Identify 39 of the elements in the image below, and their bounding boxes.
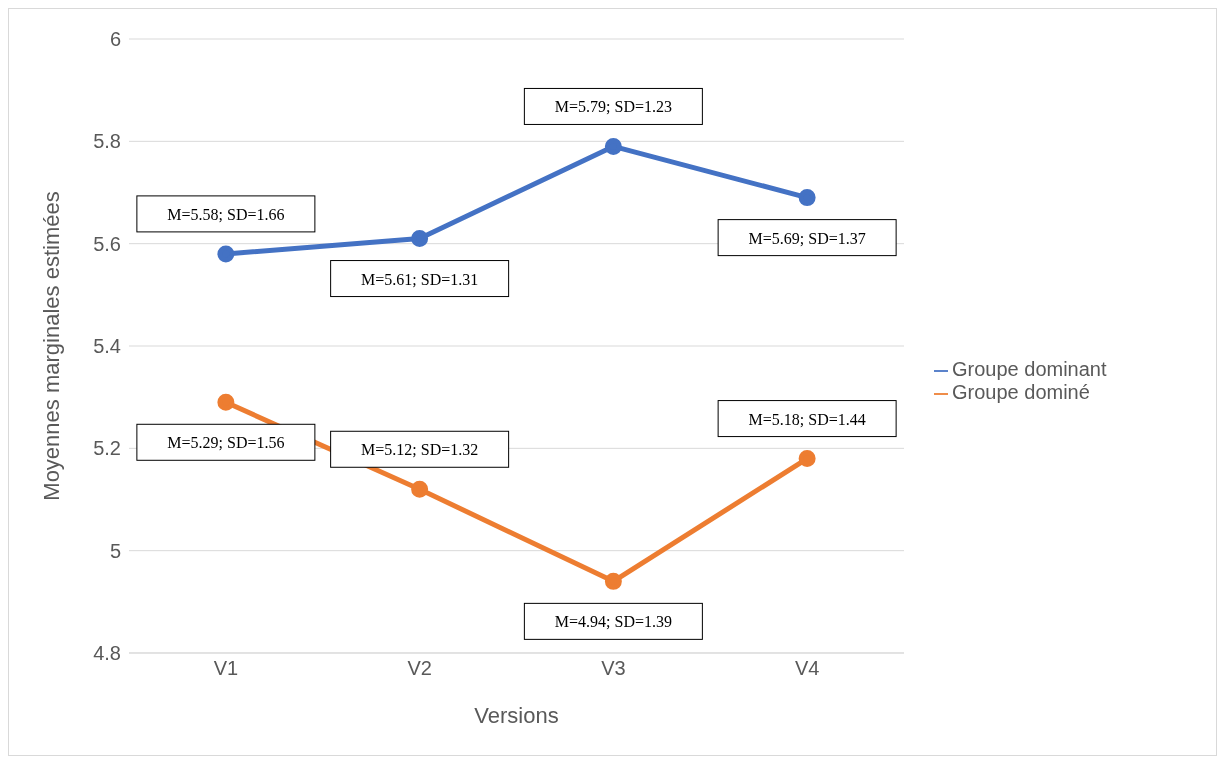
data-label: M=5.18; SD=1.44 — [748, 410, 866, 428]
y-tick-label: 5.8 — [93, 130, 121, 153]
label-frame: M=5.58; SD=1.66 — [136, 195, 316, 233]
x-tick-label: V3 — [601, 657, 626, 680]
label-frame: M=5.18; SD=1.44 — [717, 400, 897, 438]
y-tick-label: 6 — [109, 28, 121, 51]
point — [798, 450, 816, 468]
data-label: M=5.79; SD=1.23 — [554, 98, 672, 116]
label-frame: M=4.94; SD=1.39 — [523, 602, 703, 640]
data-label: M=5.58; SD=1.66 — [167, 205, 285, 223]
x-tick-label: V2 — [407, 657, 432, 680]
y-tick-label: 5.2 — [93, 437, 121, 460]
point — [604, 572, 622, 590]
data-label: M=4.94; SD=1.39 — [554, 613, 672, 631]
point — [217, 393, 235, 411]
y-tick-label: 4.8 — [93, 642, 121, 665]
point — [411, 480, 429, 498]
legend-label: Groupe dominé — [952, 381, 1090, 403]
point — [604, 137, 622, 155]
label-frame: M=5.79; SD=1.23 — [523, 87, 703, 125]
label-frame: M=5.12; SD=1.32 — [330, 430, 510, 468]
label-frame: M=5.61; SD=1.31 — [330, 260, 510, 298]
x-tick-label: V1 — [213, 657, 239, 680]
y-tick-label: 5.4 — [93, 335, 121, 358]
y-axis-title: Moyennes marginales estimées — [38, 191, 64, 501]
y-tick-label: 5.6 — [93, 232, 121, 255]
y-tick-label: 5 — [109, 539, 121, 562]
x-axis-title: Versions — [474, 703, 559, 728]
data-label: M=5.29; SD=1.56 — [167, 434, 285, 452]
label-frame: M=5.69; SD=1.37 — [717, 219, 897, 257]
data-label: M=5.61; SD=1.31 — [361, 270, 479, 288]
data-label: M=5.69; SD=1.37 — [748, 229, 866, 247]
point — [217, 245, 235, 263]
legend-label: Groupe dominant — [952, 358, 1107, 380]
x-tick-label: V4 — [794, 657, 820, 680]
label-frame: M=5.29; SD=1.56 — [136, 423, 316, 461]
point — [411, 230, 429, 248]
point — [798, 189, 816, 207]
data-label: M=5.12; SD=1.32 — [361, 441, 479, 459]
